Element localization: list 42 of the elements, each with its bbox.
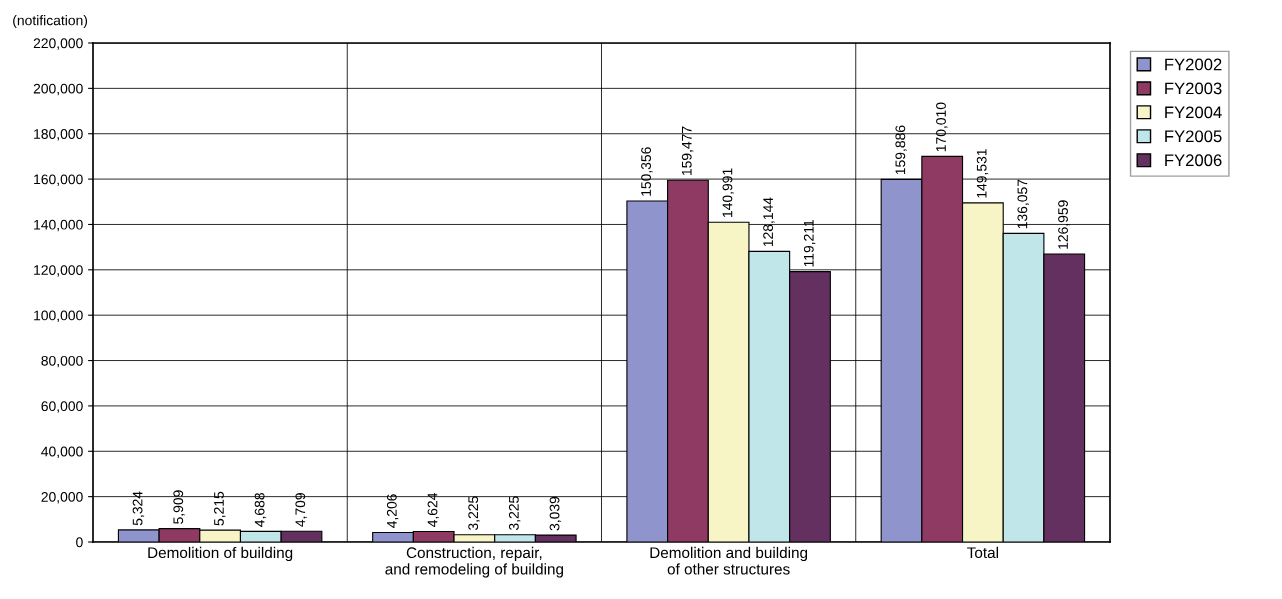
- data-label: 140,991: [722, 168, 734, 217]
- y-tick-label: 100,000: [34, 310, 83, 322]
- data-label: 159,886: [895, 125, 907, 175]
- data-label: 149,531: [976, 149, 989, 198]
- data-label: 4,688: [254, 493, 267, 527]
- data-label: 128,144: [763, 197, 775, 247]
- x-tick-label: Demolition of building: [148, 546, 293, 562]
- data-label: 159,477: [681, 126, 694, 176]
- y-tick-label: 60,000: [41, 401, 83, 413]
- legend-label: FY2004: [1165, 106, 1222, 119]
- y-tick-label: 220,000: [33, 38, 83, 50]
- data-label: 3,225: [508, 496, 521, 530]
- y-tick-label: 160,000: [34, 174, 83, 186]
- y-tick-label: 200,000: [33, 83, 83, 96]
- y-tick-label: 80,000: [41, 355, 83, 368]
- x-tick-label: Demolition and building of other structures: [650, 546, 808, 575]
- data-label: 5,324: [132, 491, 145, 526]
- y-tick-label: 140,000: [34, 219, 83, 232]
- y-tick-label: 40,000: [41, 446, 83, 459]
- y-tick-label: 180,000: [34, 129, 83, 141]
- x-tick-label: Total: [967, 546, 998, 559]
- data-label: 119,211: [803, 219, 816, 267]
- legend-label: FY2003: [1165, 82, 1222, 95]
- y-axis-title: (notification): [13, 15, 88, 29]
- data-label: 5,909: [173, 490, 185, 524]
- y-tick-label: 0: [76, 537, 83, 548]
- data-label: 4,206: [386, 494, 399, 528]
- legend-label: FY2006: [1165, 154, 1222, 167]
- y-tick-label: 120,000: [34, 265, 83, 277]
- data-label: 150,356: [641, 147, 653, 196]
- data-label: 136,057: [1017, 179, 1029, 229]
- data-label: 4,709: [295, 493, 307, 527]
- legend-label: FY2005: [1165, 130, 1222, 143]
- data-label: 170,010: [936, 102, 948, 152]
- legend-label: FY2002: [1165, 58, 1222, 71]
- data-label: 3,225: [468, 496, 480, 530]
- data-label: 5,215: [214, 491, 226, 526]
- data-label: 3,039: [549, 496, 562, 531]
- data-label: 126,959: [1058, 200, 1070, 249]
- x-tick-label: Construction, repair, and remodeling of building: [385, 546, 564, 578]
- y-tick-label: 20,000: [41, 491, 83, 504]
- data-label: 4,624: [427, 493, 440, 528]
